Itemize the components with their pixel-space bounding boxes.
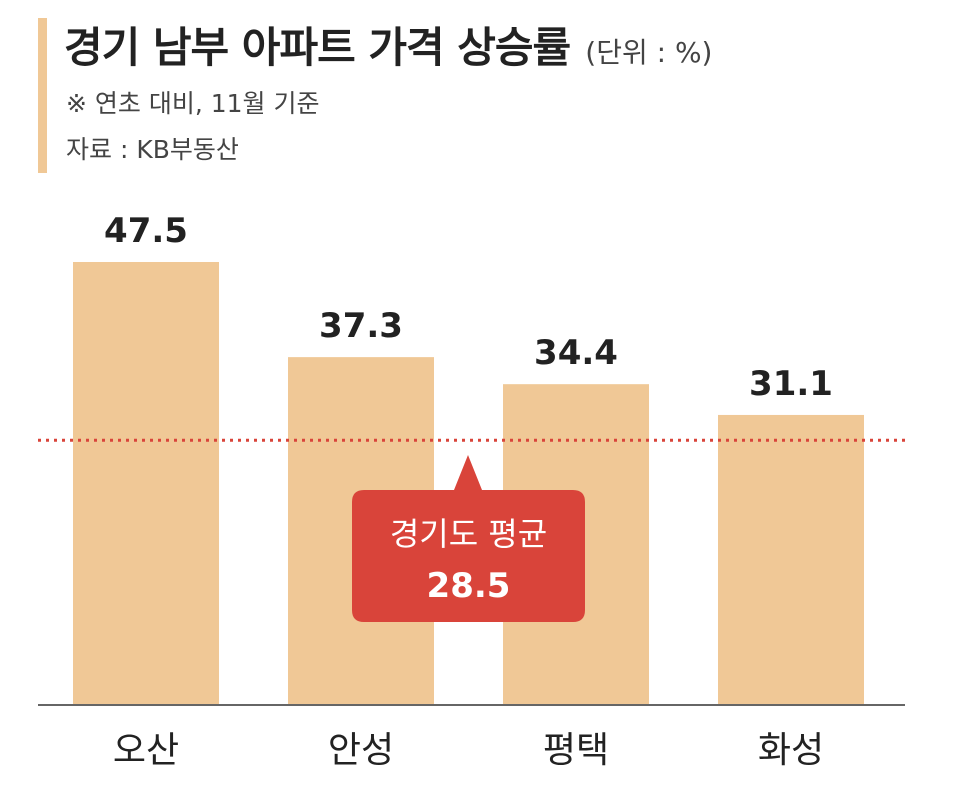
chart-note: ※ 연초 대비, 11월 기준 [66, 89, 320, 118]
category-label-4: 화성 [758, 730, 824, 771]
category-label-2: 안성 [328, 730, 394, 771]
chart-title: 경기 남부 아파트 가격 상승률 [64, 23, 571, 72]
reference-callout [352, 455, 585, 622]
bar-4 [718, 414, 864, 705]
reference-callout-value: 28.5 [427, 566, 511, 606]
bar-1 [73, 262, 219, 705]
reference-callout-label: 경기도 평균 [390, 515, 547, 553]
bar-value-label-4: 31.1 [749, 364, 833, 404]
category-label-3: 평택 [543, 730, 609, 771]
category-label-1: 오산 [113, 730, 179, 771]
bar-value-label-2: 37.3 [319, 306, 403, 346]
title-accent-bar [38, 18, 47, 173]
title-row: 경기 남부 아파트 가격 상승률 (단위 : %) [64, 14, 712, 75]
bar-value-label-3: 34.4 [534, 333, 618, 373]
chart-source: 자료 : KB부동산 [66, 135, 239, 164]
unit-label: (단위 : %) [585, 36, 713, 69]
bar-value-label-1: 47.5 [104, 211, 188, 251]
